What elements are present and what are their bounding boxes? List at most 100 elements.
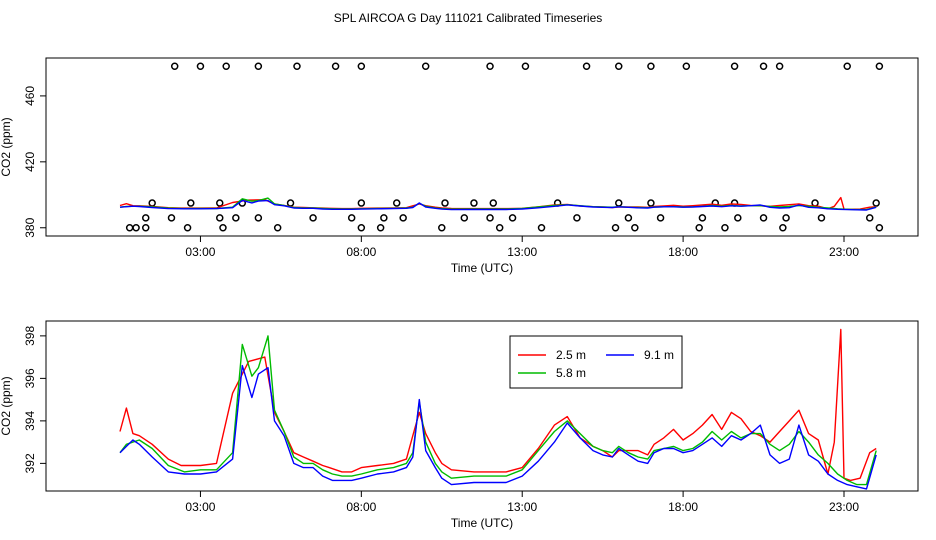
data-point	[392, 199, 401, 207]
data-point	[875, 224, 884, 232]
data-point	[141, 214, 150, 222]
panel-bottom-lines: 03:00 08:00 13:00 18:00 23:00 392 394 396 398 Tim…	[0, 320, 919, 530]
data-point	[721, 224, 729, 232]
data-point	[872, 199, 880, 207]
data-point	[141, 224, 150, 232]
x-tick-label: 13:00	[507, 245, 537, 259]
figure-title: SPL AIRCOA G Day 111021 Calibrated Times…	[334, 11, 603, 25]
data-point	[695, 224, 703, 232]
data-point	[615, 199, 623, 207]
data-marks	[119, 328, 877, 490]
data-point	[222, 62, 230, 70]
x-tick-label: 08:00	[346, 245, 376, 259]
legend: 2.5 m 9.1 m 5.8 m	[509, 335, 683, 389]
legend-label: 2.5 m	[556, 348, 586, 362]
data-point	[219, 224, 227, 232]
data-point	[254, 62, 263, 70]
data-point	[843, 62, 851, 70]
data-point	[734, 214, 742, 222]
data-point	[232, 214, 240, 222]
data-point	[286, 199, 295, 207]
data-point	[167, 214, 176, 222]
data-point	[759, 62, 768, 70]
data-point	[611, 224, 620, 232]
data-point	[460, 214, 469, 222]
x-axis-label: Time (UTC)	[451, 261, 513, 275]
data-point	[380, 214, 388, 222]
y-tick-label: 394	[23, 411, 37, 431]
y-axis-label: CO2 (ppm)	[0, 376, 13, 435]
y-tick-label: 398	[23, 326, 37, 346]
data-point	[779, 224, 787, 232]
data-point	[196, 62, 205, 70]
data-point	[399, 214, 407, 222]
y-tick-label: 460	[23, 86, 37, 106]
data-point	[148, 199, 156, 207]
data-point	[624, 214, 633, 222]
data-point	[647, 199, 655, 207]
data-point	[273, 224, 282, 232]
top-series-line-9-1-m	[119, 199, 877, 211]
x-tick-label: 08:00	[346, 500, 376, 514]
data-point	[682, 62, 691, 70]
data-point	[521, 62, 530, 70]
data-point	[421, 62, 430, 70]
data-point	[216, 199, 224, 207]
x-tick-label: 18:00	[668, 500, 698, 514]
data-point	[357, 199, 366, 207]
data-point	[647, 62, 655, 70]
data-point	[582, 62, 591, 70]
plot-frame	[45, 57, 919, 237]
data-point	[615, 62, 623, 70]
data-point	[495, 224, 504, 232]
data-point	[254, 214, 263, 222]
x-tick-label: 03:00	[185, 500, 215, 514]
legend-label: 9.1 m	[644, 348, 674, 362]
data-point	[817, 214, 826, 222]
data-point	[537, 224, 546, 232]
panel-top-scatter: 03:00 08:00 13:00 18:00 23:00 380 420 460 Time (…	[0, 57, 919, 275]
x-tick-label: 23:00	[829, 500, 859, 514]
data-point	[656, 214, 665, 222]
y-tick-label: 420	[23, 152, 37, 172]
data-point	[132, 224, 140, 232]
data-point	[441, 199, 449, 207]
data-point	[631, 224, 639, 232]
data-point	[486, 214, 494, 222]
x-axis-label: Time (UTC)	[451, 516, 513, 530]
x-tick-label: 03:00	[185, 245, 215, 259]
data-point	[730, 62, 739, 70]
data-point	[293, 62, 301, 70]
y-tick-label: 392	[23, 453, 37, 473]
legend-box	[509, 335, 683, 389]
y-tick-label: 396	[23, 368, 37, 388]
data-point	[125, 224, 134, 232]
data-point	[811, 199, 819, 207]
x-tick-label: 18:00	[668, 245, 698, 259]
y-tick-label: 380	[23, 217, 37, 237]
data-point	[470, 199, 478, 207]
x-tick-label: 13:00	[507, 500, 537, 514]
series-line-5-8-m	[119, 335, 877, 486]
data-point	[698, 214, 707, 222]
data-point	[357, 62, 366, 70]
y-axis-label: CO2 (ppm)	[0, 117, 13, 176]
data-point	[438, 224, 446, 232]
plot-frame	[45, 320, 919, 492]
series-line-9-1-m	[119, 364, 877, 490]
data-marks	[119, 62, 884, 232]
data-point	[775, 62, 784, 70]
data-point	[782, 214, 790, 222]
data-point	[309, 214, 317, 222]
data-point	[508, 214, 517, 222]
data-point	[170, 62, 179, 70]
data-point	[347, 214, 356, 222]
legend-label: 5.8 m	[556, 366, 586, 380]
x-tick-label: 23:00	[829, 245, 859, 259]
data-point	[486, 62, 494, 70]
data-point	[216, 214, 224, 222]
data-point	[183, 224, 192, 232]
data-point	[489, 199, 498, 207]
data-point	[573, 214, 581, 222]
